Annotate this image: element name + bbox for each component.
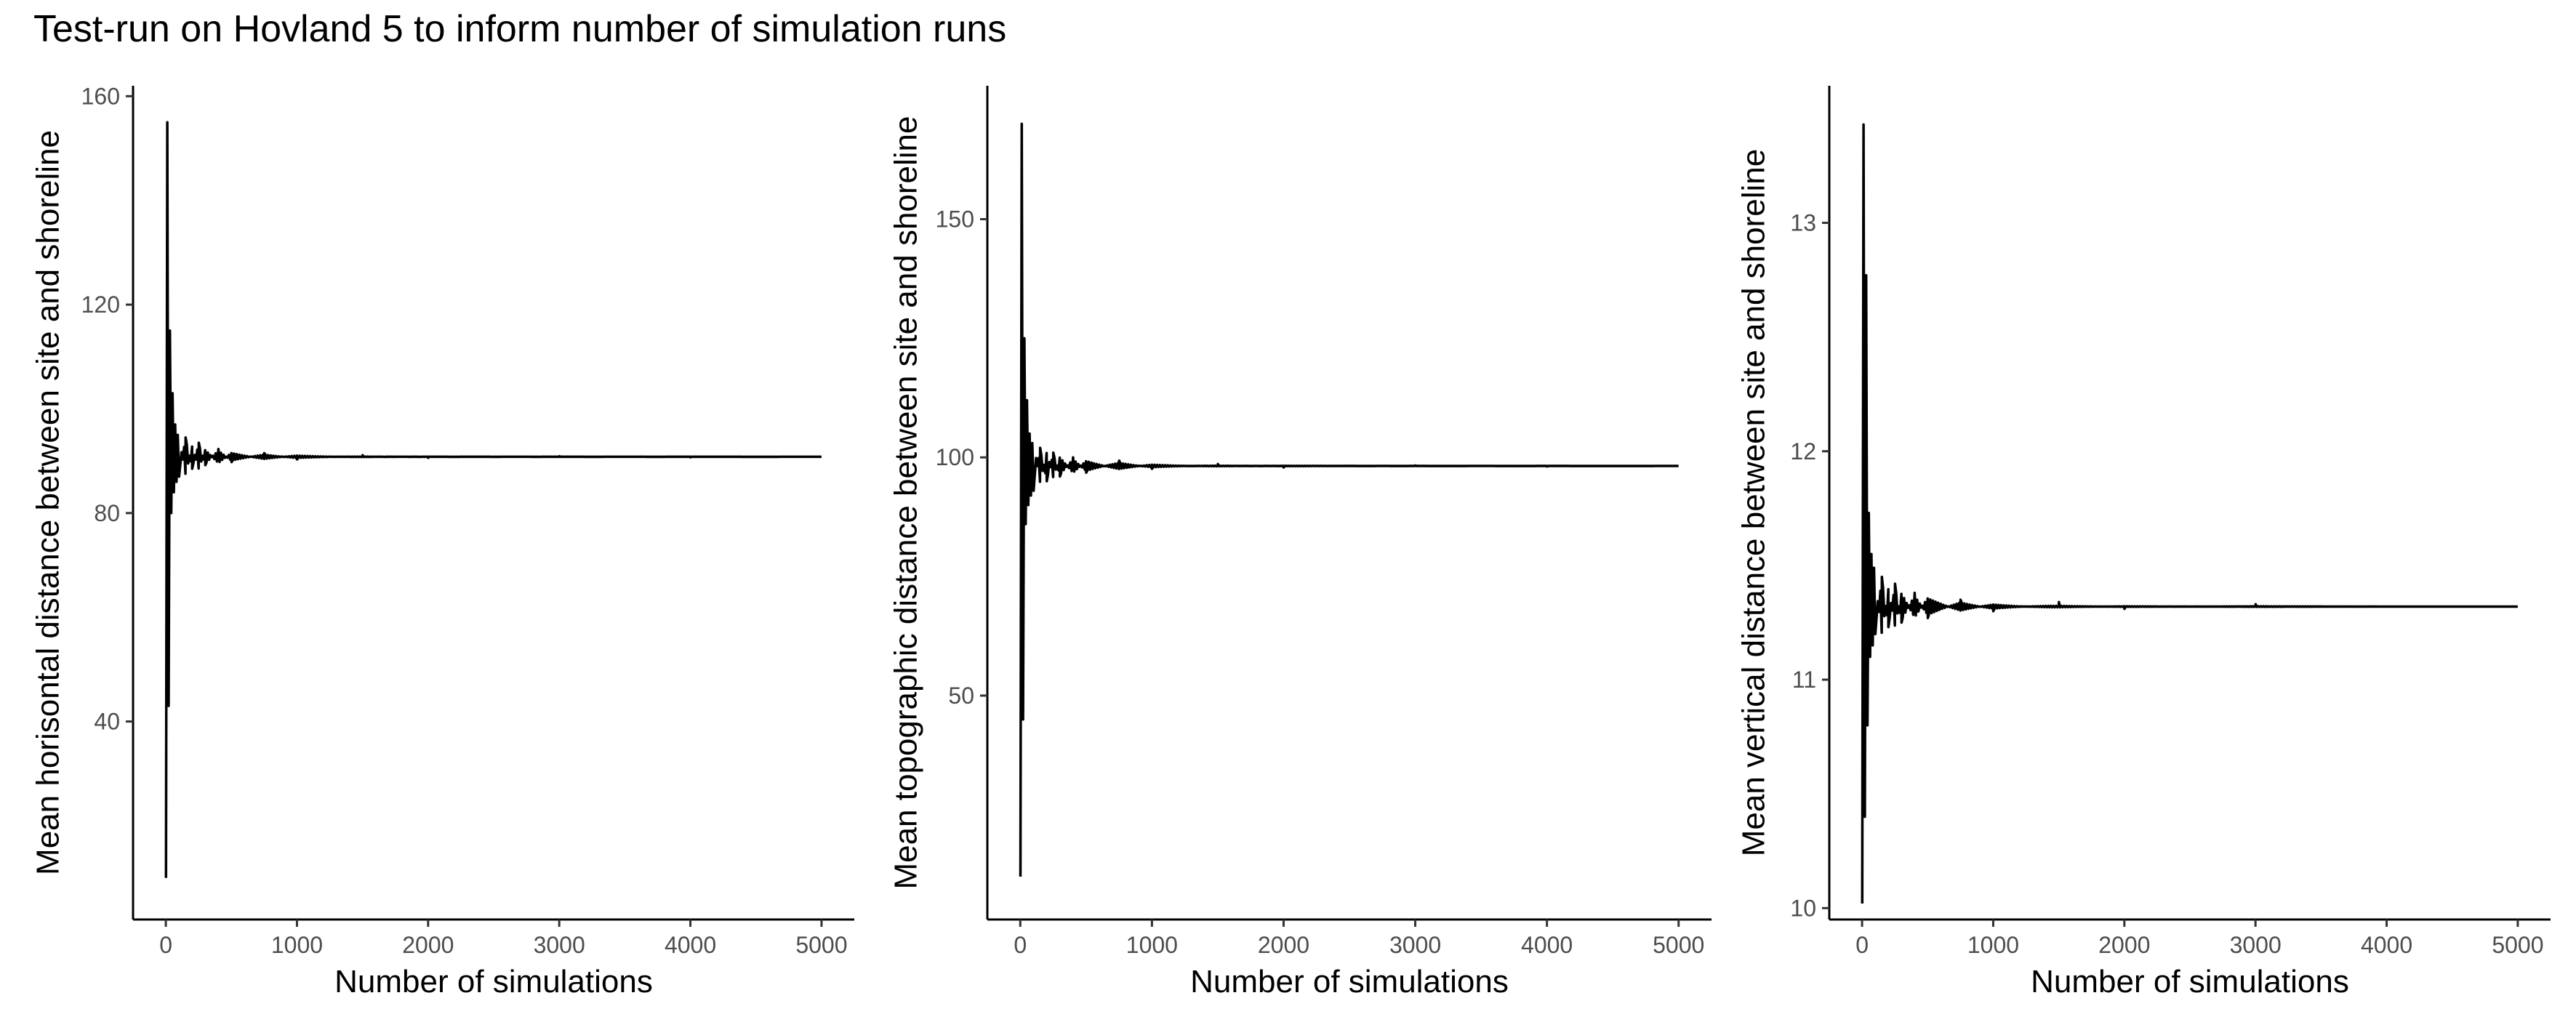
y-tick-label: 150 [936, 206, 974, 233]
y-axis-title: Mean horisontal distance between site an… [31, 130, 66, 875]
x-tick-label: 1000 [1126, 932, 1178, 958]
y-tick-label: 80 [94, 500, 120, 526]
x-tick-label: 1000 [1967, 932, 2019, 958]
y-tick-label: 11 [1792, 667, 1816, 693]
x-tick-label: 2000 [2098, 932, 2150, 958]
y-axis-title: Mean topographic distance between site a… [888, 116, 924, 889]
panel-horizontal-distance: 40 80 120 160 0 1000 2000 3000 4000 5000 Number of… [31, 83, 854, 999]
x-tick-label: 0 [159, 932, 172, 958]
y-tick-label: 40 [94, 709, 120, 735]
x-tick-label: 0 [1014, 932, 1027, 958]
x-tick-label: 5000 [795, 932, 847, 958]
series-line [1861, 123, 2518, 904]
x-axis-title: Number of simulations [2031, 964, 2349, 999]
panel-topographic-distance: 50 100 150 0 1000 2000 3000 4000 5000 Number of s… [888, 86, 1712, 999]
x-axis-title: Number of simulations [1190, 964, 1509, 999]
x-tick-label: 5000 [2492, 932, 2543, 958]
x-tick-label: 1000 [271, 932, 323, 958]
x-tick-label: 3000 [2230, 932, 2282, 958]
y-tick-label: 12 [1790, 438, 1816, 464]
x-tick-label: 4000 [665, 932, 716, 958]
y-tick-label: 160 [81, 83, 120, 109]
y-tick-label: 50 [948, 683, 974, 709]
y-tick-label: 100 [936, 444, 974, 470]
series-line [1019, 122, 1679, 877]
x-tick-label: 2000 [402, 932, 454, 958]
x-tick-label: 3000 [1389, 932, 1441, 958]
x-tick-label: 0 [1855, 932, 1869, 958]
page-title: Test-run on Hovland 5 to inform number o… [33, 8, 1007, 50]
x-tick-label: 5000 [1653, 932, 1704, 958]
x-tick-label: 3000 [534, 932, 585, 958]
y-axis-title: Mean vertical distance between site and … [1736, 149, 1772, 856]
x-tick-label: 4000 [2361, 932, 2412, 958]
x-tick-label: 2000 [1258, 932, 1309, 958]
series-line [164, 121, 822, 878]
x-axis-title: Number of simulations [334, 964, 653, 999]
x-tick-label: 4000 [1521, 932, 1573, 958]
panel-vertical-distance: 10 11 12 13 0 1000 2000 3000 4000 5000 Number of s… [1736, 86, 2551, 999]
y-tick-label: 120 [81, 291, 120, 318]
y-tick-label: 13 [1790, 210, 1816, 236]
y-tick-label: 10 [1790, 895, 1816, 921]
